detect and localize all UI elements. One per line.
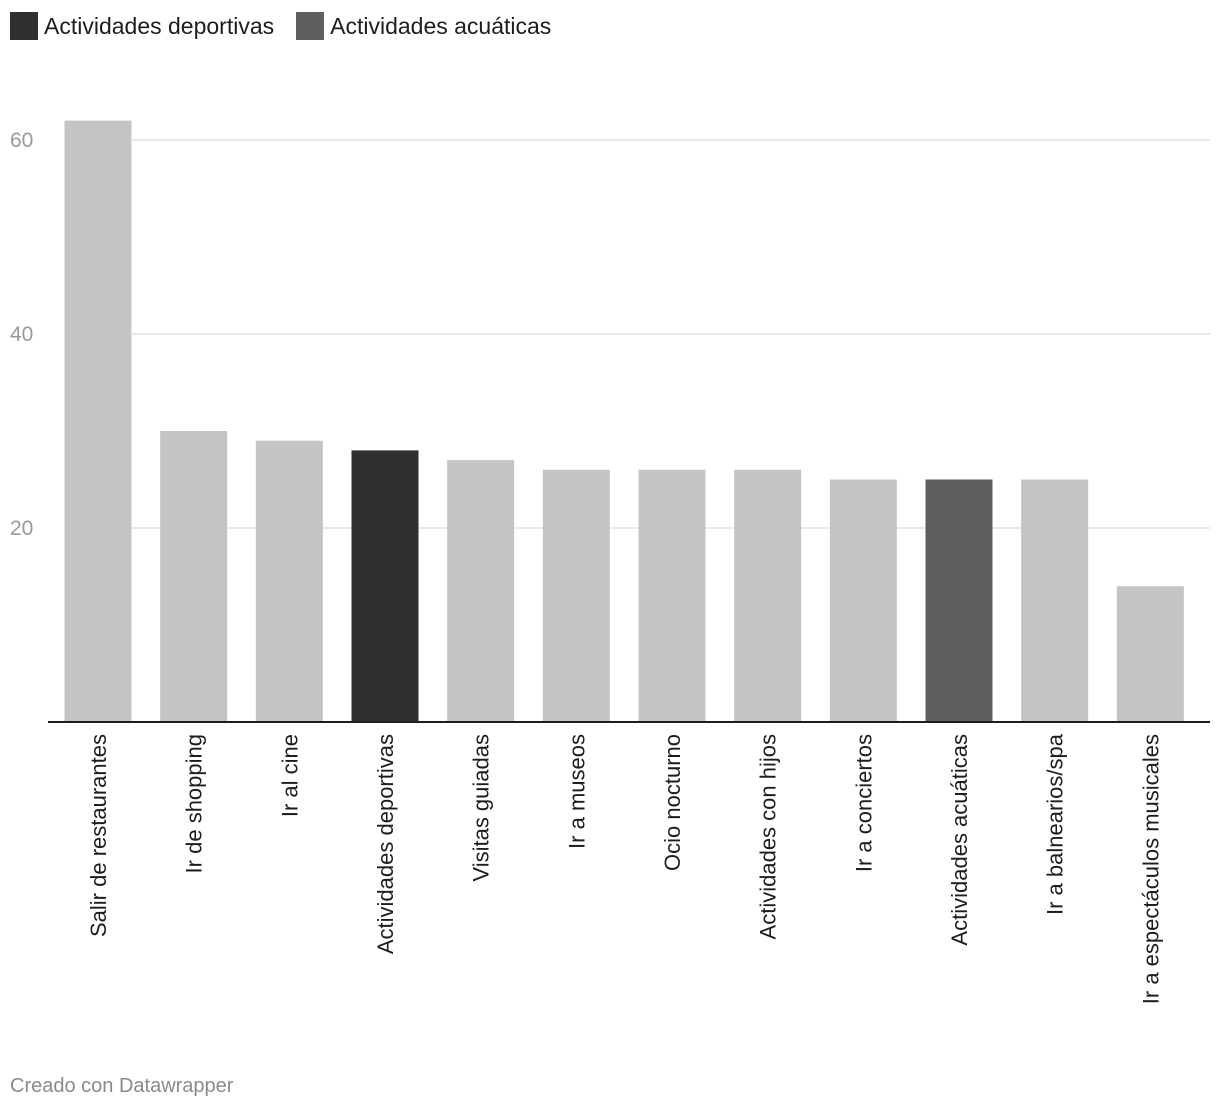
x-tick-label-ir-a-balnearios-spa: Ir a balnearios/spa	[1043, 733, 1068, 915]
x-tick-label-ir-a-museos: Ir a museos	[564, 734, 589, 849]
bar-ocio-nocturno	[638, 469, 706, 722]
legend-swatch-acuaticas	[296, 12, 325, 40]
x-tick-label-ir-a-conciertos: Ir a conciertos	[851, 734, 876, 872]
x-tick-label-actividades-con-hijos: Actividades con hijos	[756, 734, 781, 939]
y-tick-label-60: 60	[10, 129, 33, 152]
legend-label-acuaticas: Actividades acuáticas	[330, 12, 552, 39]
y-tick-label-20: 20	[10, 517, 33, 540]
x-tick-label-actividades-acuaticas: Actividades acuáticas	[947, 734, 972, 946]
bar-visitas-guiadas	[447, 460, 515, 722]
bar-ir-al-cine	[255, 440, 323, 722]
bar-actividades-deportivas	[351, 450, 419, 722]
x-tick-label-ir-al-cine: Ir al cine	[277, 734, 302, 817]
x-tick-label-ocio-nocturno: Ocio nocturno	[660, 734, 685, 871]
bar-ir-a-conciertos	[829, 479, 897, 722]
legend-item-actividades-acuaticas: Actividades acuáticas	[296, 12, 551, 40]
bar-actividades-con-hijos	[734, 469, 802, 722]
x-tick-label-actividades-deportivas: Actividades deportivas	[373, 734, 398, 954]
legend-item-actividades-deportivas: Actividades deportivas	[10, 12, 274, 40]
legend: Actividades deportivas Actividades acuát…	[10, 12, 551, 40]
y-tick-label-40: 40	[10, 323, 33, 346]
x-tick-label-ir-de-shopping: Ir de shopping	[182, 734, 207, 873]
bar-ir-a-museos	[542, 469, 610, 722]
x-tick-label-salir-de-restaurantes: Salir de restaurantes	[86, 734, 111, 937]
legend-swatch-deportivas	[10, 12, 38, 40]
credit-text: Creado con Datawrapper	[10, 1075, 234, 1097]
bar-salir-de-restaurantes	[64, 120, 132, 723]
legend-label-deportivas: Actividades deportivas	[44, 12, 275, 39]
bar-chart: 20 40 60 Salir de restaurantes Ir de shoppin…	[10, 120, 1210, 1004]
bar-ir-de-shopping	[160, 431, 228, 722]
x-tick-label-visitas-guiadas: Visitas guiadas	[469, 734, 494, 882]
bar-actividades-acuaticas	[925, 479, 993, 722]
bar-ir-a-balnearios-spa	[1021, 479, 1089, 722]
x-tick-label-ir-a-espectaculos-musicales: Ir a espectáculos musicales	[1138, 734, 1163, 1004]
bar-ir-a-espectaculos-musicales	[1116, 586, 1184, 722]
